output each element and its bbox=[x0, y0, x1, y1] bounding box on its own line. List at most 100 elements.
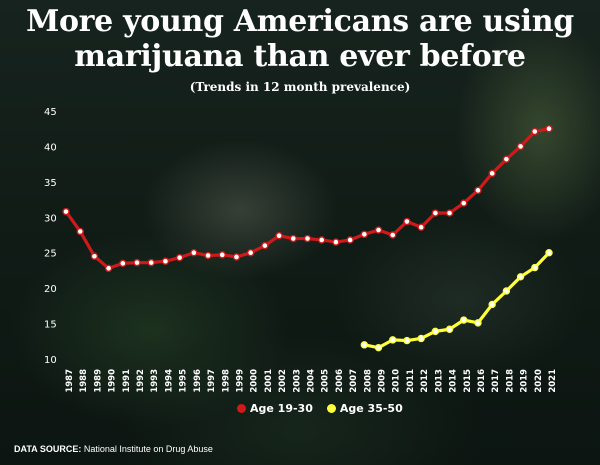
data-point bbox=[90, 252, 99, 260]
data-point bbox=[232, 253, 241, 261]
data-point bbox=[360, 230, 369, 238]
data-point bbox=[502, 155, 511, 163]
data-point bbox=[346, 236, 354, 244]
data-point bbox=[275, 232, 283, 240]
data-point bbox=[147, 258, 155, 267]
y-tick-label: 25 bbox=[44, 249, 57, 260]
y-tick-label: 35 bbox=[44, 178, 57, 189]
data-point bbox=[403, 217, 411, 226]
x-tick-label: 1994 bbox=[164, 369, 174, 393]
x-tick-label: 1993 bbox=[150, 369, 160, 393]
x-tick-label: 2004 bbox=[307, 369, 317, 393]
data-point bbox=[488, 169, 496, 178]
x-tick-label: 2019 bbox=[520, 369, 530, 393]
x-tick-label: 2005 bbox=[321, 369, 331, 393]
x-tick-label: 1999 bbox=[235, 369, 245, 393]
data-point bbox=[488, 300, 496, 309]
data-point bbox=[190, 249, 198, 257]
data-point bbox=[545, 125, 553, 133]
x-tick-label: 2001 bbox=[264, 369, 274, 393]
data-point bbox=[389, 336, 397, 344]
data-point bbox=[289, 234, 297, 243]
data-point bbox=[474, 186, 482, 195]
legend-item-series2: Age 35-50 bbox=[326, 402, 403, 415]
series-line-2 bbox=[362, 251, 551, 350]
x-tick-label: 2002 bbox=[278, 369, 288, 393]
chart-legend: Age 19-30 Age 35-50 bbox=[237, 402, 403, 415]
data-source: DATA SOURCE: National Institute on Drug … bbox=[14, 444, 213, 454]
x-tick-label: 2010 bbox=[392, 369, 402, 393]
x-tick-label: 2003 bbox=[292, 369, 302, 393]
x-tick-label: 2009 bbox=[378, 369, 388, 393]
data-point bbox=[303, 234, 312, 243]
data-point bbox=[431, 327, 440, 336]
x-tick-label: 2012 bbox=[420, 369, 430, 393]
data-point bbox=[62, 207, 70, 216]
data-point bbox=[445, 209, 454, 217]
y-tick-label: 30 bbox=[44, 213, 57, 224]
data-point bbox=[161, 257, 170, 265]
data-point bbox=[417, 334, 425, 343]
x-tick-label: 2011 bbox=[406, 369, 416, 393]
x-tick-label: 1996 bbox=[193, 369, 203, 393]
series-line-1 bbox=[64, 127, 551, 270]
legend-label-series1: Age 19-30 bbox=[250, 402, 313, 415]
x-tick-label: 2014 bbox=[449, 369, 459, 393]
data-point bbox=[516, 273, 525, 281]
data-source-label: DATA SOURCE: bbox=[14, 444, 82, 454]
y-tick-label: 40 bbox=[44, 142, 57, 153]
data-point bbox=[246, 249, 255, 257]
data-point bbox=[389, 231, 397, 239]
x-tick-label: 2007 bbox=[349, 369, 359, 393]
data-point bbox=[474, 319, 482, 327]
data-point bbox=[360, 341, 369, 349]
x-tick-label: 1988 bbox=[79, 369, 89, 393]
data-point bbox=[417, 223, 425, 231]
chart-title-line-2: marijuana than ever before bbox=[74, 39, 526, 74]
data-point bbox=[318, 236, 326, 244]
x-tick-label: 1987 bbox=[65, 369, 75, 393]
data-point bbox=[531, 263, 539, 272]
x-tick-label: 2015 bbox=[463, 369, 473, 393]
data-point bbox=[374, 226, 383, 234]
data-point bbox=[374, 343, 383, 352]
x-tick-label: 2008 bbox=[363, 369, 373, 393]
data-point bbox=[545, 249, 553, 257]
x-tick-label: 2013 bbox=[434, 369, 444, 393]
data-point bbox=[119, 259, 127, 268]
data-point bbox=[133, 258, 141, 267]
data-point bbox=[218, 251, 226, 259]
data-source-text: National Institute on Drug Abuse bbox=[83, 444, 213, 454]
x-tick-label: 2018 bbox=[505, 369, 515, 393]
x-tick-label: 2006 bbox=[335, 369, 345, 393]
x-tick-label: 2016 bbox=[477, 369, 487, 393]
data-point bbox=[332, 238, 340, 246]
x-tick-label: 1992 bbox=[136, 369, 146, 393]
data-point bbox=[175, 253, 184, 262]
x-tick-label: 1991 bbox=[122, 369, 132, 393]
x-tick-label: 2021 bbox=[548, 369, 558, 393]
legend-item-series1: Age 19-30 bbox=[237, 402, 313, 415]
x-tick-label: 1998 bbox=[221, 369, 231, 393]
x-tick-label: 1995 bbox=[179, 369, 189, 393]
data-point bbox=[516, 142, 525, 151]
data-point bbox=[460, 199, 468, 207]
chart-title: More young Americans are using marijuana… bbox=[0, 4, 600, 74]
data-point bbox=[76, 227, 84, 236]
data-point bbox=[204, 251, 212, 260]
x-tick-label: 1989 bbox=[93, 369, 103, 393]
x-tick-label: 2017 bbox=[491, 369, 501, 393]
legend-label-series2: Age 35-50 bbox=[339, 402, 403, 415]
legend-swatch-series2 bbox=[326, 404, 336, 413]
x-tick-label: 2020 bbox=[534, 369, 544, 393]
x-tick-label: 2000 bbox=[250, 369, 260, 393]
x-tick-label: 1990 bbox=[108, 369, 118, 393]
data-point bbox=[502, 287, 511, 295]
y-tick-label: 20 bbox=[44, 284, 57, 295]
y-tick-label: 45 bbox=[44, 107, 57, 118]
chart-title-line-1: More young Americans are using bbox=[26, 4, 574, 39]
data-point bbox=[531, 127, 539, 136]
x-tick-label: 1997 bbox=[207, 369, 217, 393]
